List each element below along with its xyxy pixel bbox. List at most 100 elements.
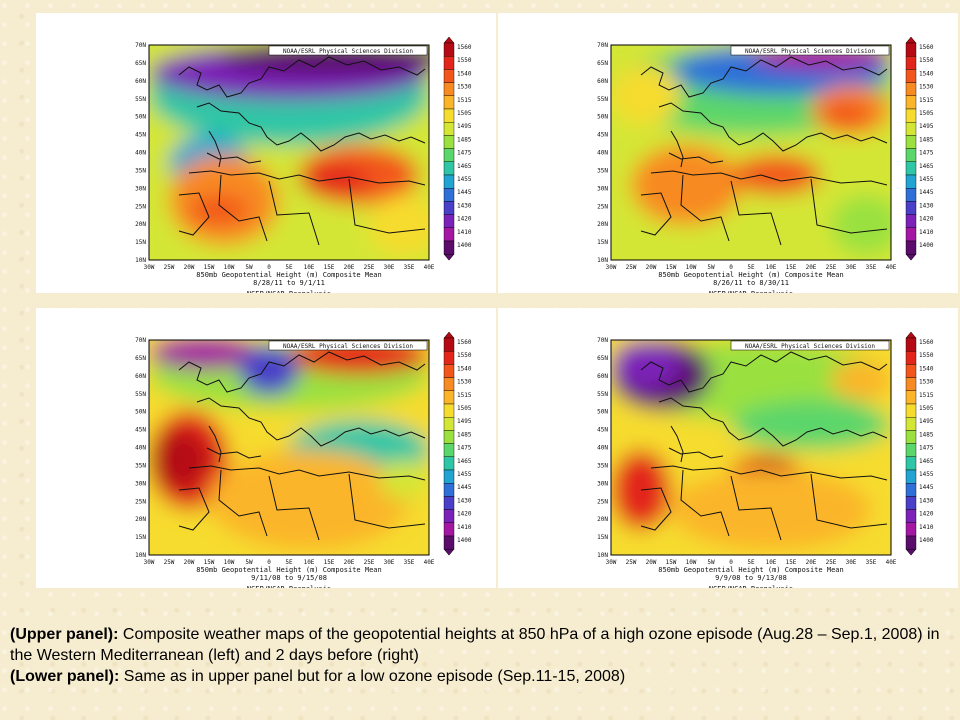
lat-tick-label: 10N	[597, 552, 608, 559]
lon-tick-label: 20E	[806, 264, 817, 271]
colorbar-swatch	[905, 390, 917, 405]
colorbar: 1560 1550 1540 1530 1515 1505 1495 1485 1475 1465…	[443, 331, 472, 556]
lat-tick-label: 30N	[597, 480, 608, 487]
lon-tick-label: 0	[267, 264, 271, 271]
height-field-region	[369, 195, 429, 255]
lat-tick-label: 10N	[597, 257, 608, 264]
caption-lower-label: (Lower panel):	[10, 668, 120, 685]
colorbar-swatch	[905, 509, 917, 524]
lat-tick-label: 20N	[135, 221, 146, 228]
lon-tick-label: 35E	[404, 264, 415, 271]
colorbar-swatch	[905, 350, 917, 365]
colorbar-swatch	[905, 364, 917, 378]
colorbar-label: 1430	[919, 497, 934, 504]
lat-tick-label: 20N	[597, 516, 608, 523]
colorbar-label: 1505	[919, 110, 934, 117]
map-title: 850mb Geopotential Height (m) Composite …	[658, 271, 843, 279]
lon-tick-label: 40E	[886, 264, 897, 271]
height-field-region	[731, 400, 891, 450]
map-plot-area: NOAA/ESRL Physical Sciences Division 70N 6…	[597, 337, 897, 588]
colorbar-label: 1410	[457, 524, 472, 531]
colorbar-swatch	[443, 403, 455, 418]
lon-tick-label: 5E	[285, 264, 293, 271]
lat-tick-label: 60N	[135, 78, 146, 85]
lon-tick-label: 10E	[304, 559, 315, 566]
colorbar-label: 1455	[919, 471, 934, 478]
colorbar-label: 1550	[457, 352, 472, 359]
lon-tick-label: 30E	[846, 264, 857, 271]
colorbar-label: 1410	[919, 229, 934, 236]
colorbar-label: 1505	[457, 110, 472, 117]
colorbar-swatch	[905, 148, 917, 162]
colorbar-label: 1410	[457, 229, 472, 236]
height-field-region	[671, 470, 871, 550]
colorbar-label: 1430	[457, 497, 472, 504]
lat-tick-label: 60N	[135, 373, 146, 380]
colorbar-swatch	[905, 121, 917, 136]
colorbar-label: 1530	[457, 84, 472, 91]
colorbar-label: 1515	[457, 97, 472, 104]
colorbar-swatch	[905, 522, 917, 537]
lat-tick-label: 15N	[597, 239, 608, 246]
colorbar-label: 1560	[919, 339, 934, 346]
colorbar-label: 1400	[919, 537, 934, 544]
colorbar-swatch	[905, 403, 917, 418]
lon-tick-label: 25E	[364, 559, 375, 566]
height-field-region	[731, 155, 821, 195]
colorbar-label: 1475	[457, 445, 472, 452]
lat-tick-label: 20N	[597, 221, 608, 228]
lat-tick-label: 55N	[597, 96, 608, 103]
lat-tick-label: 60N	[597, 373, 608, 380]
lat-tick-label: 40N	[135, 445, 146, 452]
colorbar-swatch	[443, 377, 455, 391]
lon-tick-label: 25E	[826, 559, 837, 566]
colorbar-swatch	[905, 108, 917, 123]
lon-tick-label: 10E	[304, 264, 315, 271]
colorbar-swatch	[443, 135, 455, 149]
height-field-region	[299, 165, 369, 195]
lat-tick-label: 40N	[597, 445, 608, 452]
lon-tick-label: 30W	[606, 559, 617, 566]
colorbar-swatch	[905, 496, 917, 510]
colorbar-label: 1420	[457, 216, 472, 223]
colorbar-label: 1495	[457, 418, 472, 425]
colorbar-label: 1540	[919, 70, 934, 77]
coastline	[178, 351, 426, 541]
lat-tick-label: 50N	[135, 114, 146, 121]
caption-upper-text: Composite weather maps of the geopotenti…	[10, 626, 940, 664]
lat-tick-label: 50N	[597, 114, 608, 121]
colorbar-label: 1455	[457, 471, 472, 478]
colorbar-swatch	[905, 443, 917, 457]
lon-tick-label: 30E	[384, 559, 395, 566]
colorbar-swatch	[443, 456, 455, 471]
colorbar-swatch	[443, 240, 455, 255]
colorbar-label: 1550	[919, 352, 934, 359]
colorbar-label: 1465	[919, 163, 934, 170]
lon-tick-label: 15E	[324, 559, 335, 566]
colorbar-label: 1400	[457, 242, 472, 249]
lat-tick-label: 30N	[597, 185, 608, 192]
height-field-region	[209, 450, 409, 550]
lon-tick-label: 30W	[606, 264, 617, 271]
lat-tick-label: 15N	[135, 239, 146, 246]
colorbar-swatch	[443, 535, 455, 550]
map-dates: 8/26/11 to 8/30/11	[713, 279, 789, 287]
map-panel-upper-right: NOAA/ESRL Physical Sciences Division 70N 6…	[498, 13, 958, 293]
colorbar: 1560 1550 1540 1530 1515 1505 1495 1485 1475 1465…	[443, 36, 472, 261]
colorbar-swatch	[905, 82, 917, 96]
lat-tick-label: 60N	[597, 78, 608, 85]
lon-tick-label: 30W	[144, 264, 155, 271]
weather-map: NOAA/ESRL Physical Sciences Division 70N 6…	[597, 331, 934, 588]
colorbar-label: 1505	[919, 405, 934, 412]
caption-upper: (Upper panel): Composite weather maps of…	[10, 624, 955, 666]
colorbar-swatch	[905, 337, 917, 352]
lat-tick-label: 45N	[135, 427, 146, 434]
lat-tick-label: 55N	[597, 391, 608, 398]
colorbar-swatch	[443, 509, 455, 524]
colorbar-swatch	[905, 535, 917, 550]
coastline	[640, 56, 888, 246]
map-panel-lower-right: NOAA/ESRL Physical Sciences Division 70N 6…	[498, 308, 958, 588]
colorbar-label: 1475	[919, 150, 934, 157]
colorbar-swatch	[905, 95, 917, 110]
lat-tick-label: 30N	[135, 185, 146, 192]
